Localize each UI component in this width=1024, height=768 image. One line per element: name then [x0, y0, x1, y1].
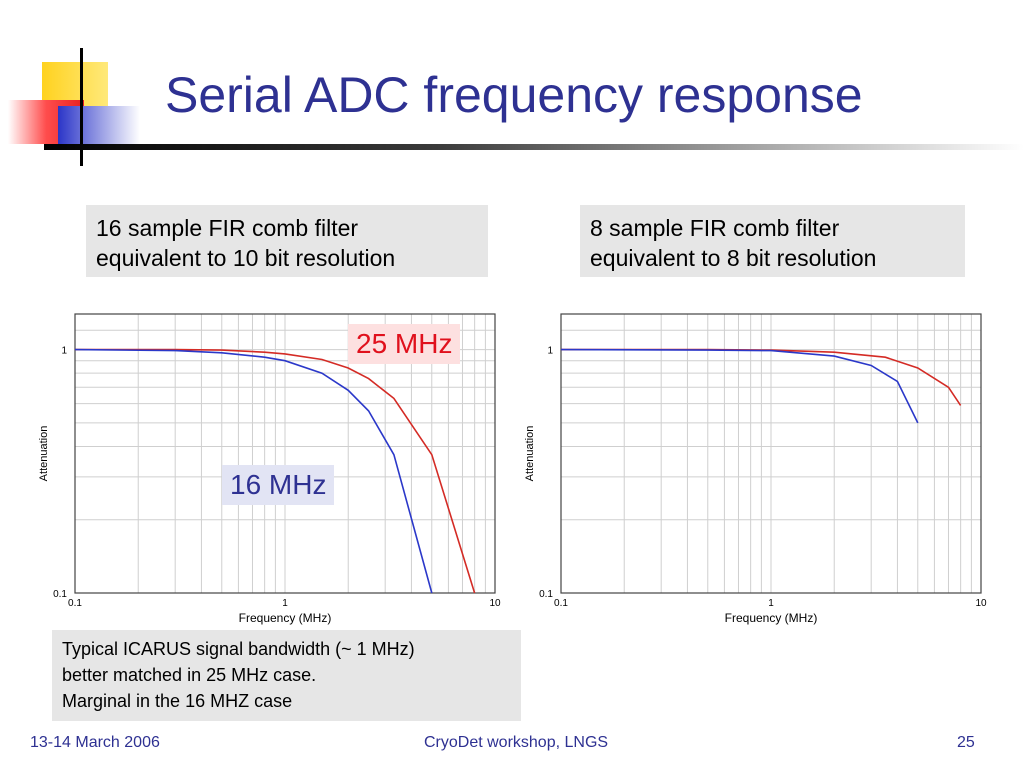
x-tick-label: 1 — [282, 598, 288, 609]
note-line2: better matched in 25 MHz case. — [62, 665, 317, 685]
x-tick-label: 0.1 — [554, 598, 568, 609]
y-tick-label: 0.1 — [53, 589, 67, 600]
footer-event: CryoDet workshop, LNGS — [424, 734, 609, 751]
caption-right-line1: 8 sample FIR comb filter — [590, 215, 840, 241]
footer-page-number: 25 — [957, 734, 975, 751]
slide-title: Serial ADC frequency response — [165, 67, 863, 123]
note-line3: Marginal in the 16 MHZ case — [62, 691, 293, 711]
x-tick-label: 10 — [489, 598, 501, 609]
title-rule — [44, 144, 1024, 150]
note-line1: Typical ICARUS signal bandwidth (~ 1 MHz… — [62, 639, 415, 659]
series-line-blue — [560, 348, 919, 424]
label-25mhz: 25 MHz — [348, 324, 461, 364]
series-line-red — [75, 348, 476, 594]
y-tick-label: 0.1 — [539, 589, 553, 600]
caption-left-line2: equivalent to 10 bit resolution — [96, 245, 396, 271]
caption-left: 16 sample FIR comb filter equivalent to … — [86, 205, 488, 277]
x-tick-label: 0.1 — [68, 598, 82, 609]
note-box: Typical ICARUS signal bandwidth (~ 1 MHz… — [52, 630, 521, 721]
slide-logo — [8, 48, 140, 166]
plot-frame — [560, 313, 982, 594]
x-tick-label: 10 — [975, 598, 987, 609]
y-axis-label: Attenuation — [524, 426, 536, 482]
series-line-red — [561, 348, 962, 406]
caption-left-line1: 16 sample FIR comb filter — [96, 215, 359, 241]
x-axis-label: Frequency (MHz) — [239, 611, 332, 625]
label-16mhz: 16 MHz — [222, 465, 335, 505]
series-line-blue — [74, 348, 433, 594]
charts-area: 0.1 1 10 0.1 1 Frequency (MHz) Attenuation 0.1 1… — [38, 313, 987, 625]
x-tick-label: 1 — [768, 598, 774, 609]
caption-right: 8 sample FIR comb filter equivalent to 8… — [580, 205, 965, 277]
footer-date: 13-14 March 2006 — [30, 734, 160, 751]
y-axis-label: Attenuation — [38, 426, 50, 482]
caption-right-line2: equivalent to 8 bit resolution — [590, 245, 877, 271]
y-tick-label: 1 — [547, 346, 553, 357]
y-tick-label: 1 — [61, 346, 67, 357]
x-axis-label: Frequency (MHz) — [725, 611, 818, 625]
plot-frame — [74, 313, 496, 594]
